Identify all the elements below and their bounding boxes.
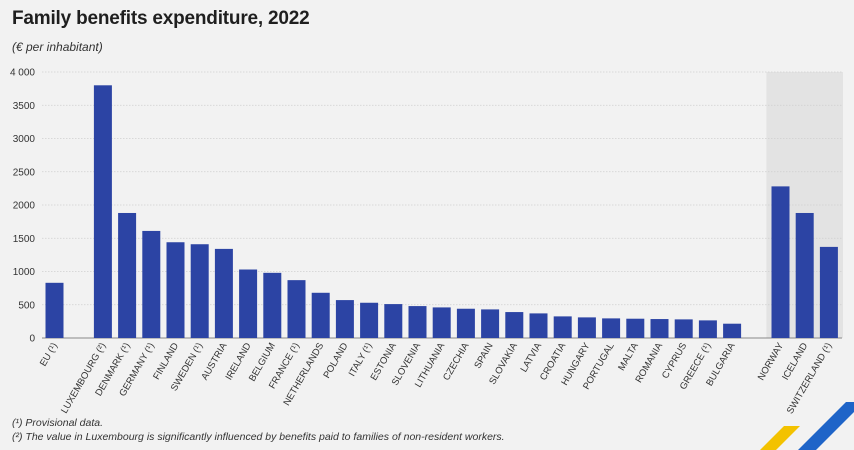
bar: [93, 85, 112, 338]
bar: [335, 300, 354, 338]
bar: [795, 212, 814, 338]
eurostat-logo-icon: [760, 402, 854, 450]
bar: [432, 307, 451, 338]
bar: [384, 304, 403, 338]
y-tick-label: 500: [18, 300, 35, 311]
bar: [505, 312, 524, 338]
x-tick-label: SPAIN: [472, 341, 495, 371]
bar: [408, 306, 427, 338]
bar: [456, 308, 475, 338]
bar: [819, 246, 838, 338]
bar: [190, 244, 209, 338]
bar: [166, 242, 185, 338]
y-tick-label: 2500: [13, 167, 36, 178]
y-tick-label: 1000: [13, 267, 36, 278]
bar: [45, 282, 64, 338]
bar: [239, 269, 258, 338]
bar: [360, 302, 379, 338]
bar: [602, 318, 621, 338]
bar: [674, 319, 693, 338]
bar: [626, 318, 645, 338]
y-tick-label: 0: [29, 334, 35, 345]
y-tick-label: 1500: [13, 234, 36, 245]
bar: [529, 313, 548, 338]
bar: [481, 309, 500, 338]
bar: [577, 317, 596, 338]
footnote-provisional: (¹) Provisional data.: [12, 417, 104, 429]
x-tick-label: EU (¹): [38, 341, 60, 368]
y-tick-label: 3000: [13, 134, 36, 145]
bar: [771, 186, 790, 338]
y-tick-label: 2000: [13, 201, 36, 212]
bar: [698, 320, 717, 338]
bar: [553, 316, 572, 338]
chart-subtitle: (€ per inhabitant): [12, 40, 103, 54]
x-tick-label: LATVIA: [519, 340, 545, 374]
bar: [263, 272, 282, 338]
y-tick-label: 3500: [13, 101, 36, 112]
bar: [287, 280, 306, 338]
bar: [118, 212, 137, 338]
logo-yellow-stripe: [760, 426, 800, 450]
chart-title: Family benefits expenditure, 2022: [12, 8, 310, 29]
bar: [723, 323, 742, 338]
bar: [650, 319, 669, 338]
y-tick-label: 4 000: [10, 68, 35, 79]
logo-blue-stripe: [798, 402, 854, 450]
bar: [311, 292, 330, 338]
bar: [214, 248, 233, 338]
x-tick-label: MALTA: [616, 340, 641, 372]
footnote-luxembourg: (²) The value in Luxembourg is significa…: [12, 431, 505, 443]
bar: [142, 230, 161, 338]
